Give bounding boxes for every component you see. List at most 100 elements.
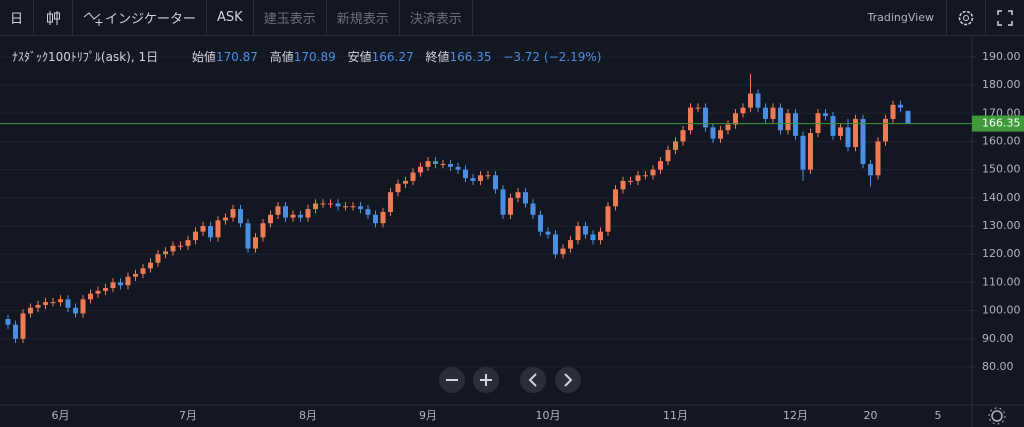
candle-body [208, 226, 213, 238]
candle-body [283, 206, 288, 218]
candle-body [380, 211, 386, 224]
candle-body [703, 107, 708, 128]
candle-body [665, 149, 671, 162]
candle-body [238, 209, 243, 224]
high-value: 170.89 [293, 50, 336, 64]
candle-body [643, 175, 648, 177]
candle-body [470, 178, 476, 181]
scroll-right-button[interactable] [555, 367, 581, 393]
navigation [439, 367, 581, 393]
chart-background [0, 36, 1024, 427]
toolbar: 日 インジケーター ASK 建玉表示 新規表示 決済表示 TradingView [0, 0, 1024, 36]
candle-body [718, 130, 723, 139]
candle-body [335, 203, 341, 207]
scroll-left-button[interactable] [520, 367, 546, 393]
candle-body [373, 214, 378, 224]
chart-style-button[interactable] [34, 0, 74, 36]
candle-body [275, 206, 281, 215]
candle-body [853, 118, 858, 148]
candle-body [245, 223, 251, 249]
candle-body [575, 226, 581, 241]
candle-body [185, 240, 191, 246]
y-tick-label: 100.00 [982, 304, 1021, 317]
symbol-title: ﾅｽﾀﾞｯｸ100ﾄﾘﾌﾟﾙ(ask), 1日 [12, 50, 159, 64]
settlement-button[interactable]: 決済表示 [400, 0, 473, 36]
last-price-box [972, 115, 1024, 132]
fullscreen-button[interactable] [985, 0, 1024, 36]
candle-body [658, 161, 663, 170]
chart: 80.00 90.00 100.00 110.00 120.00 130.00 140.00… [0, 36, 1024, 427]
x-tick-label: 20 [864, 409, 878, 422]
y-tick-label: 120.00 [982, 247, 1021, 260]
candle-body [358, 206, 363, 210]
x-tick-label: 9月 [419, 409, 437, 422]
zoom-out-button[interactable] [439, 367, 465, 393]
candle-body [710, 127, 716, 139]
y-tick-label: 180.00 [982, 78, 1021, 91]
candle-body [80, 299, 86, 314]
candle-body [838, 127, 843, 136]
candle-body [58, 299, 63, 303]
candle-body [313, 203, 318, 210]
candle-body [725, 124, 731, 131]
candle-body [223, 217, 228, 221]
candle-body [305, 209, 311, 218]
candle-body [433, 161, 438, 165]
candle-body [763, 107, 768, 119]
ask-button[interactable]: ASK [207, 0, 254, 36]
close-label: 終値 [425, 50, 450, 64]
candle-body [328, 203, 333, 205]
candle-body [673, 141, 678, 150]
candle-body [230, 209, 236, 218]
expand-icon [997, 9, 1013, 26]
candle-body [845, 127, 851, 148]
candle-body [133, 273, 138, 277]
candle-body [680, 130, 686, 142]
candle-body [613, 189, 618, 207]
candle-body [320, 203, 326, 205]
settings-button[interactable] [946, 0, 985, 36]
candle-body [538, 214, 543, 232]
candle-body [568, 240, 573, 249]
candle-body [268, 214, 273, 224]
x-tick-label: 11月 [663, 409, 688, 422]
low-label: 安値 [347, 50, 372, 64]
zoom-in-button[interactable] [473, 367, 499, 393]
interval-button[interactable]: 日 [0, 0, 35, 36]
candle-body [620, 180, 626, 190]
candle-body [890, 104, 896, 119]
x-tick-label: 12月 [783, 409, 808, 422]
candle-body [485, 175, 491, 177]
candle-body [110, 282, 116, 289]
new-order-button[interactable]: 新規表示 [327, 0, 400, 36]
candle-body [553, 234, 558, 255]
candle-body [395, 183, 401, 193]
candle-body [163, 251, 168, 255]
open-value: 170.87 [215, 50, 258, 64]
candle-body [583, 226, 588, 235]
candle-body [898, 104, 903, 108]
gear-icon [958, 10, 974, 25]
axis-settings-button[interactable] [988, 407, 1006, 425]
candle-icon [47, 10, 61, 25]
indicator-button[interactable]: インジケーター [73, 0, 208, 36]
x-tick-label: 7月 [179, 409, 197, 422]
candle-body [523, 192, 528, 204]
candle-body [193, 231, 198, 241]
position-button[interactable]: 建玉表示 [254, 0, 327, 36]
high-label: 高値 [269, 50, 294, 64]
candle-body [155, 254, 161, 263]
candle-body [508, 197, 513, 215]
brand: TradingView [867, 11, 934, 24]
candle-body [343, 206, 348, 208]
candle-body [290, 214, 296, 218]
candle-body [118, 282, 123, 286]
candle-body [260, 223, 266, 238]
last-price-label: 166.35 [982, 117, 1021, 130]
y-tick-label: 160.00 [982, 134, 1021, 147]
candle-body [808, 133, 813, 170]
candle-body [425, 161, 431, 167]
candle-body [140, 268, 146, 274]
y-tick-label: 80.00 [982, 360, 1014, 373]
candle-body [590, 234, 596, 241]
